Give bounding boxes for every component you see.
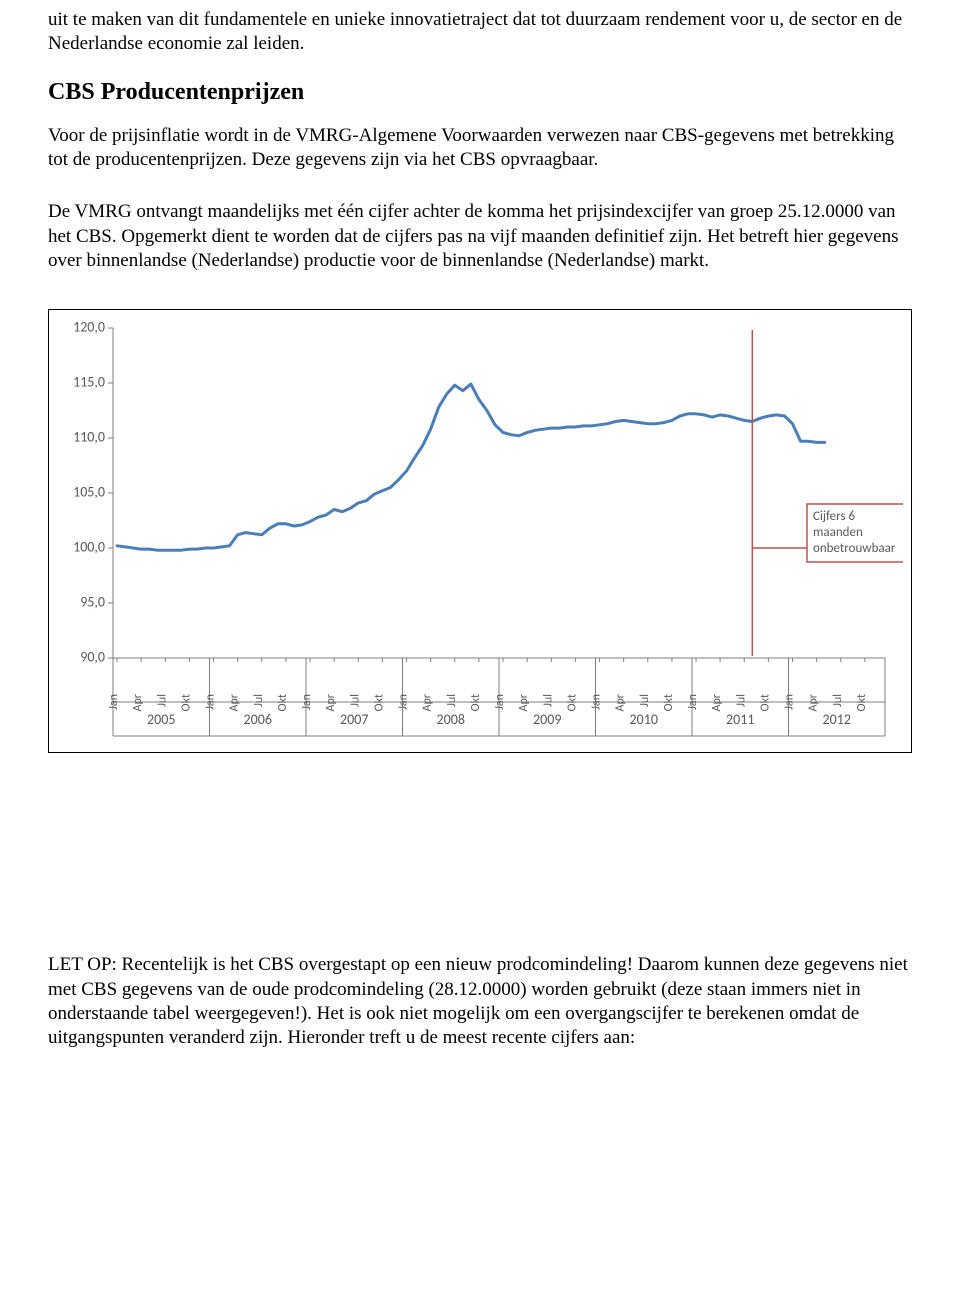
svg-text:Jan: Jan bbox=[590, 694, 604, 710]
svg-text:Jul: Jul bbox=[252, 694, 266, 707]
svg-text:Jul: Jul bbox=[155, 694, 169, 707]
svg-text:2005: 2005 bbox=[147, 711, 175, 728]
svg-text:120,0: 120,0 bbox=[73, 319, 105, 336]
svg-text:Jul: Jul bbox=[638, 694, 652, 707]
svg-text:Jan: Jan bbox=[204, 694, 218, 710]
svg-text:2007: 2007 bbox=[340, 711, 368, 728]
svg-text:Jul: Jul bbox=[445, 694, 459, 707]
closing-paragraph: LET OP: Recentelijk is het CBS overgesta… bbox=[48, 953, 912, 1050]
paragraph-3: De VMRG ontvangt maandelijks met één cij… bbox=[48, 200, 912, 273]
svg-text:Apr: Apr bbox=[324, 694, 338, 711]
svg-text:105,0: 105,0 bbox=[73, 484, 105, 501]
svg-text:2010: 2010 bbox=[630, 711, 658, 728]
svg-text:Jan: Jan bbox=[493, 694, 507, 710]
svg-text:2006: 2006 bbox=[244, 711, 272, 728]
svg-text:2009: 2009 bbox=[533, 711, 561, 728]
svg-text:Jul: Jul bbox=[831, 694, 845, 707]
svg-text:Jan: Jan bbox=[783, 694, 797, 710]
chart-container: 90,0 95,0 100,0 105,0 110,0 115,0 120,0 Jan Apr J… bbox=[48, 309, 912, 753]
svg-text:Okt: Okt bbox=[758, 694, 772, 711]
svg-text:onbetrouwbaar: onbetrouwbaar bbox=[813, 541, 896, 556]
svg-text:115,0: 115,0 bbox=[73, 374, 105, 391]
svg-text:110,0: 110,0 bbox=[73, 429, 105, 446]
svg-text:Okt: Okt bbox=[469, 694, 483, 711]
svg-text:Apr: Apr bbox=[807, 694, 821, 711]
svg-text:Jul: Jul bbox=[541, 694, 555, 707]
svg-text:Apr: Apr bbox=[131, 694, 145, 711]
svg-text:Okt: Okt bbox=[855, 694, 869, 711]
svg-text:Jan: Jan bbox=[300, 694, 314, 710]
svg-text:Okt: Okt bbox=[179, 694, 193, 711]
paragraph-2: Voor de prijsinflatie wordt in de VMRG-A… bbox=[48, 124, 912, 173]
svg-text:2011: 2011 bbox=[726, 711, 754, 728]
svg-text:2008: 2008 bbox=[437, 711, 465, 728]
svg-text:Apr: Apr bbox=[421, 694, 435, 711]
svg-text:Jan: Jan bbox=[686, 694, 700, 710]
svg-text:Okt: Okt bbox=[662, 694, 676, 711]
svg-text:Jul: Jul bbox=[348, 694, 362, 707]
line-chart: 90,0 95,0 100,0 105,0 110,0 115,0 120,0 Jan Apr J… bbox=[55, 318, 903, 748]
svg-text:Cijfers 6: Cijfers 6 bbox=[813, 509, 855, 524]
svg-text:Apr: Apr bbox=[710, 694, 724, 711]
svg-text:Apr: Apr bbox=[614, 694, 628, 711]
svg-text:90,0: 90,0 bbox=[80, 649, 105, 666]
svg-text:Okt: Okt bbox=[565, 694, 579, 711]
svg-text:maanden: maanden bbox=[813, 525, 863, 540]
svg-text:95,0: 95,0 bbox=[80, 594, 105, 611]
svg-text:Apr: Apr bbox=[228, 694, 242, 711]
svg-text:Okt: Okt bbox=[276, 694, 290, 711]
svg-text:2012: 2012 bbox=[823, 711, 851, 728]
svg-text:100,0: 100,0 bbox=[73, 539, 105, 556]
intro-paragraph: uit te maken van dit fundamentele en uni… bbox=[48, 8, 912, 57]
svg-text:Apr: Apr bbox=[517, 694, 531, 711]
section-heading: CBS Producentenprijzen bbox=[48, 79, 912, 106]
document-page: uit te maken van dit fundamentele en uni… bbox=[0, 0, 960, 1118]
svg-text:Jan: Jan bbox=[107, 694, 121, 710]
svg-text:Jul: Jul bbox=[734, 694, 748, 707]
svg-text:Okt: Okt bbox=[372, 694, 386, 711]
chart-border: 90,0 95,0 100,0 105,0 110,0 115,0 120,0 Jan Apr J… bbox=[48, 309, 912, 753]
svg-text:Jan: Jan bbox=[397, 694, 411, 710]
